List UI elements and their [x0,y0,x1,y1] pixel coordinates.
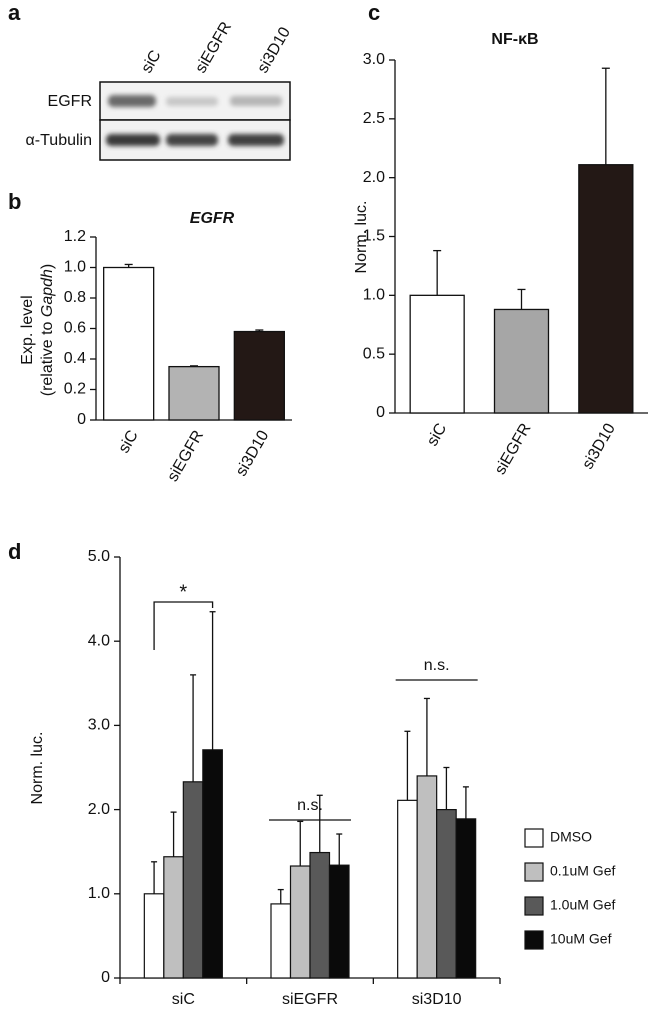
x-tick-label: si3D10 [579,421,619,473]
annotation: * [179,581,187,603]
blot-panel: a EGFR α-Tubulin siC siEGFR si3D10 [8,0,294,161]
bar [103,266,155,421]
bar [309,851,331,979]
y-tick-label: 3.0 [88,717,110,734]
y-tick-label: 0.6 [64,320,86,337]
y-axis-label: Exp. level [19,295,36,364]
legend-label: 0.1uM Gef [550,863,615,879]
bar [182,781,204,979]
y-axis-label-part: ) [39,264,56,269]
y-tick-label: 1.0 [363,287,385,304]
annotation: n.s. [424,657,450,674]
x-tick-label: siEGFR [164,428,207,485]
y-axis-label-part: (relative to [39,317,56,396]
bar [270,903,292,979]
y-tick-label: 1.2 [64,228,86,245]
x-tick-label: si3D10 [412,991,462,1008]
bar [143,893,165,979]
blot-lane-label: si3D10 [254,24,294,76]
y-axis-label: Norm. luc. [29,732,46,805]
panel-letter: d [8,539,21,564]
bar [455,818,477,979]
y-tick-label: 0 [77,411,86,428]
y-tick-label: 2.0 [88,801,110,818]
y-axis-label: (relative to Gapdh) [39,264,56,397]
blot-row-label: EGFR [48,93,92,110]
legend-swatch [524,828,544,848]
blot-bands [106,95,284,146]
y-tick-label: 0 [376,404,385,421]
bar [416,775,438,979]
legend-label: DMSO [550,829,592,845]
y-tick-label: 1.5 [363,228,385,245]
x-tick-label: si3D10 [233,428,273,480]
panel-letter: b [8,189,21,214]
y-axis-label: Norm. luc. [353,201,370,274]
legend-label: 1.0uM Gef [550,897,615,913]
bar [202,749,223,979]
y-tick-label: 2.5 [363,110,385,127]
x-tick-label: siC [424,421,450,450]
bar [436,808,457,979]
y-tick-label: 0.5 [363,345,385,362]
bar [233,330,285,421]
y-tick-label: 0 [101,969,110,986]
y-axis-label-part: Gapdh [39,269,56,317]
legend-swatch [524,862,544,882]
y-tick-label: 1.0 [88,885,110,902]
legend-swatch [524,930,544,950]
panel-letter: a [8,0,21,25]
x-tick-label: siC [172,991,195,1008]
x-tick-label: siEGFR [282,991,338,1008]
blot-row-label: α-Tubulin [26,132,92,149]
panel-letter: c [368,0,380,25]
bar [289,865,311,979]
y-tick-label: 4.0 [88,632,110,649]
annotation-line [153,601,214,650]
y-tick-label: 5.0 [88,548,110,565]
bar [493,308,550,414]
y-tick-label: 3.0 [363,51,385,68]
y-tick-label: 0.4 [64,350,86,367]
x-tick-label: siC [116,428,142,457]
bar [578,164,634,414]
legend-label: 10uM Gef [550,931,612,947]
legend-swatch [524,896,544,916]
bar [328,864,350,979]
bar [168,365,220,421]
chart-title: EGFR [190,210,235,227]
y-tick-label: 1.0 [64,259,86,276]
blot-lane-label: siC [138,48,164,77]
y-tick-label: 2.0 [363,169,385,186]
bar [163,856,184,979]
bar [397,799,418,979]
x-tick-label: siEGFR [492,421,535,478]
blot-lane-label: siEGFR [192,19,235,76]
bar [409,294,465,414]
chart-title: NF-κB [491,31,538,48]
annotation: n.s. [297,797,323,814]
y-tick-label: 0.8 [64,289,86,306]
y-tick-label: 0.2 [64,381,86,398]
